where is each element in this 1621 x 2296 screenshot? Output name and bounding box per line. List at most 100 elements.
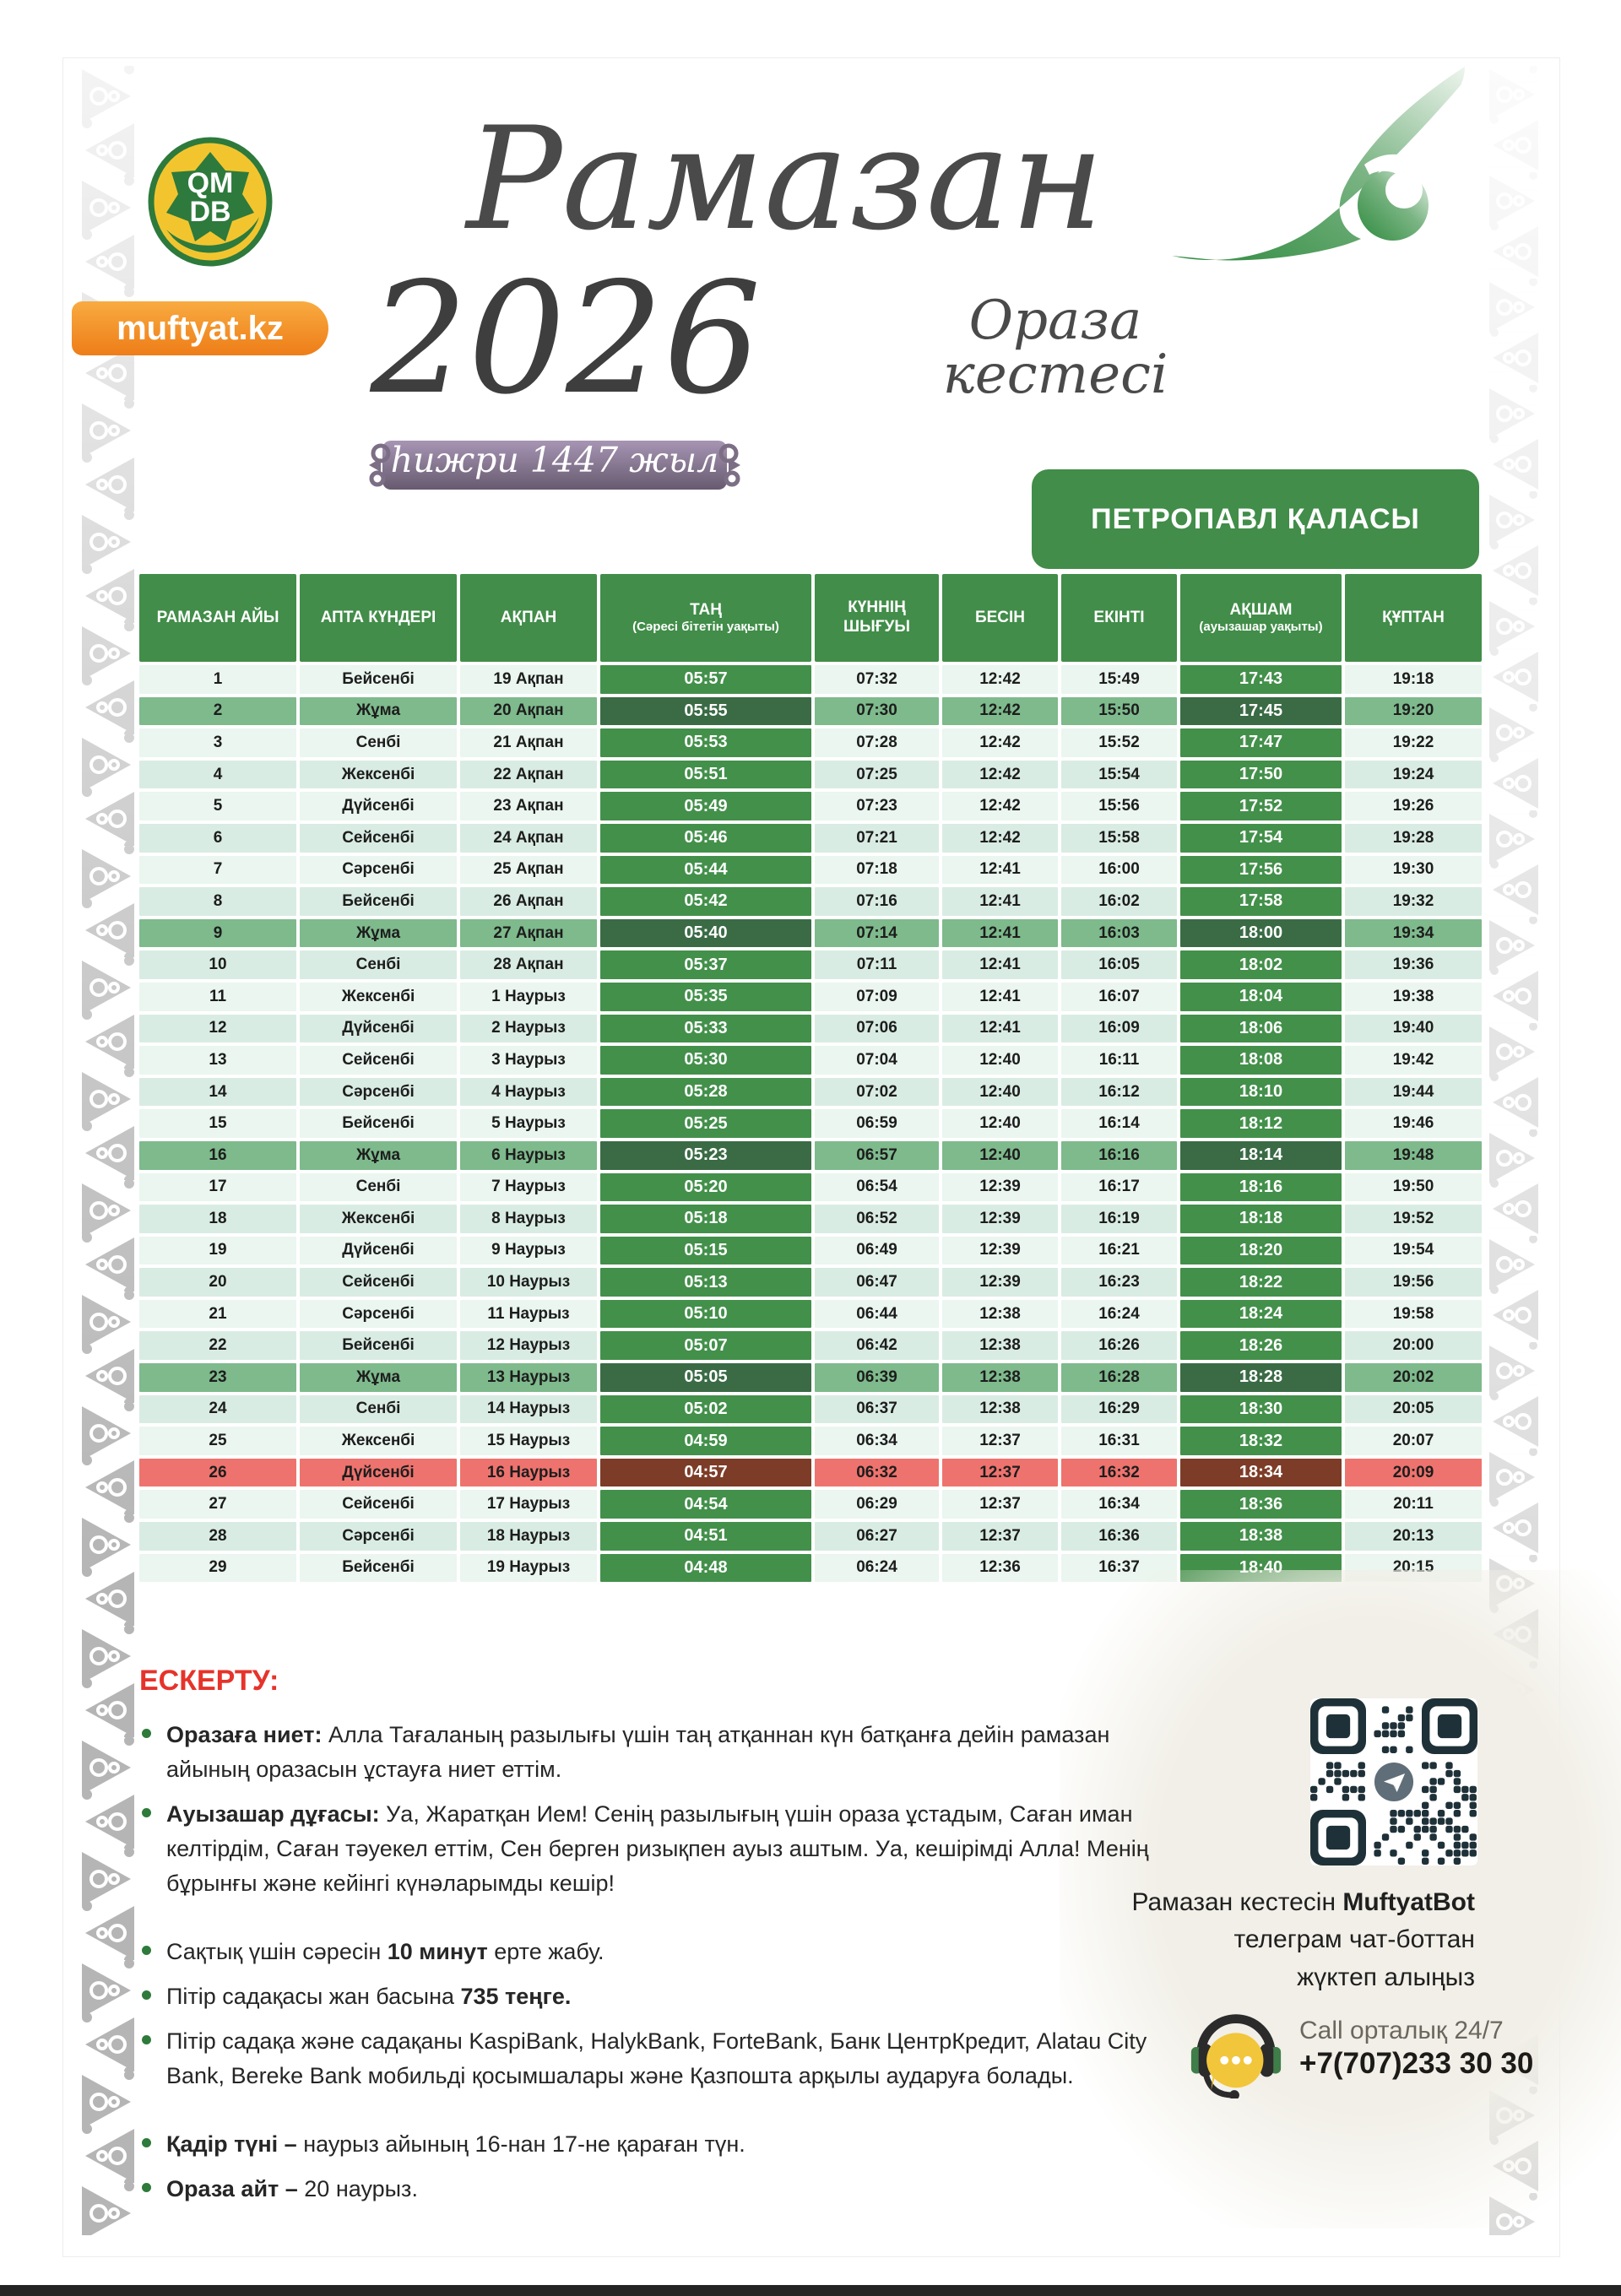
cell-besin: 12:42 [942,760,1058,789]
cell-weekday: Дүйсенбі [300,1014,457,1043]
cell-aksham: 17:56 [1180,855,1342,885]
cell-date: 25 Ақпан [460,855,597,885]
cell-quptan: 19:48 [1345,1140,1482,1170]
cell-aksham: 18:14 [1180,1140,1342,1170]
cell-besin: 12:39 [942,1172,1058,1202]
cell-tan: 05:35 [600,982,811,1011]
cell-day: 16 [139,1140,296,1170]
background-tint [1060,1570,1621,2228]
cell-quptan: 20:13 [1345,1522,1482,1551]
cell-aksham: 18:22 [1180,1268,1342,1297]
cell-day: 23 [139,1363,296,1392]
cell-quptan: 19:38 [1345,982,1482,1011]
cell-day: 15 [139,1109,296,1138]
cell-quptan: 19:36 [1345,950,1482,979]
column-header-6: ЕКІНТІ [1061,574,1177,662]
cell-date: 19 Ақпан [460,665,597,694]
cell-weekday: Сенбі [300,1172,457,1202]
cell-ekinti: 16:07 [1061,982,1177,1011]
hijri-banner: һижри 1447 жыл [369,436,740,497]
cell-date: 6 Наурыз [460,1140,597,1170]
cell-aksham: 18:30 [1180,1394,1342,1424]
cell-quptan: 19:50 [1345,1172,1482,1202]
cell-besin: 12:41 [942,982,1058,1011]
cell-ekinti: 16:09 [1061,1014,1177,1043]
cell-weekday: Сәрсенбі [300,1077,457,1107]
cell-sunrise: 06:29 [815,1490,939,1519]
cell-quptan: 20:11 [1345,1490,1482,1519]
cell-date: 15 Наурыз [460,1427,597,1455]
cell-sunrise: 06:42 [815,1331,939,1361]
cell-ekinti: 16:17 [1061,1172,1177,1202]
cell-day: 7 [139,855,296,885]
cell-quptan: 19:44 [1345,1077,1482,1107]
note-group-0: Оразаға ниет: Алла Тағаланың разылығы үш… [139,1718,1178,1901]
cell-weekday: Бейсенбі [300,1331,457,1361]
bullet-dot [142,2035,151,2045]
cell-ekinti: 16:32 [1061,1458,1177,1487]
cell-weekday: Сәрсенбі [300,1522,457,1551]
cell-day: 4 [139,760,296,789]
cell-day: 14 [139,1077,296,1107]
cell-tan: 05:15 [600,1236,811,1265]
cell-aksham: 18:16 [1180,1172,1342,1202]
note-group-1: Сақтық үшін сәресін 10 минут ерте жабу. П… [139,1935,1178,2093]
cell-aksham: 18:20 [1180,1236,1342,1265]
cell-besin: 12:41 [942,887,1058,916]
cell-date: 11 Наурыз [460,1299,597,1329]
cell-day: 27 [139,1490,296,1519]
cell-weekday: Жұма [300,1363,457,1392]
subtitle-script: Ораза кестесі [942,290,1168,406]
call-center-phone: +7(707)233 30 30 [1299,2047,1534,2080]
cell-besin: 12:39 [942,1236,1058,1265]
cell-day: 19 [139,1236,296,1265]
cell-aksham: 17:58 [1180,887,1342,916]
cell-day: 12 [139,1014,296,1043]
cell-aksham: 18:00 [1180,918,1342,948]
cell-day: 18 [139,1205,296,1233]
cell-aksham: 18:18 [1180,1205,1342,1233]
notes-heading: ЕСКЕРТУ: [139,1665,279,1697]
note-item: Оразаға ниет: Алла Тағаланың разылығы үш… [139,1718,1163,1787]
cell-weekday: Сейсенбі [300,1046,457,1075]
cell-weekday: Бейсенбі [300,887,457,916]
column-header-4: КҮННІҢ ШЫҒУЫ [815,574,939,662]
cell-ekinti: 16:23 [1061,1268,1177,1297]
cell-aksham: 18:24 [1180,1299,1342,1329]
cell-aksham: 17:50 [1180,760,1342,789]
cell-date: 20 Ақпан [460,696,597,726]
cell-weekday: Жексенбі [300,982,457,1011]
cell-sunrise: 07:32 [815,665,939,694]
cell-date: 1 Наурыз [460,982,597,1011]
cell-sunrise: 06:24 [815,1553,939,1583]
cell-ekinti: 16:05 [1061,950,1177,979]
cell-date: 27 Ақпан [460,918,597,948]
cell-quptan: 19:32 [1345,887,1482,916]
cell-sunrise: 07:06 [815,1014,939,1043]
cell-besin: 12:41 [942,855,1058,885]
cell-aksham: 18:06 [1180,1014,1342,1043]
note-item: Ораза айт – 20 наурыз. [139,2172,1163,2207]
note-item: Ауызашар дұғасы: Уа, Жаратқан Ием! Сенің… [139,1797,1163,1901]
cell-weekday: Сәрсенбі [300,855,457,885]
bullet-dot [142,2183,151,2193]
cell-quptan: 20:02 [1345,1363,1482,1392]
cell-sunrise: 07:02 [815,1077,939,1107]
cell-ekinti: 16:03 [1061,918,1177,948]
timetable: РАМАЗАН АЙЫ АПТА КҮНДЕРІ АҚПАН ТАҢ (Сәресі б… [139,574,1482,1583]
bottom-bar [0,2285,1621,2296]
cell-date: 10 Наурыз [460,1268,597,1297]
note-item: Пітір садақа және садақаны KaspiBank, Ha… [139,2024,1163,2093]
cell-tan: 05:40 [600,918,811,948]
cell-ekinti: 16:16 [1061,1140,1177,1170]
cell-sunrise: 07:04 [815,1046,939,1075]
cell-tan: 05:02 [600,1394,811,1424]
city-box: ПЕТРОПАВЛ ҚАЛАСЫ [1032,469,1479,569]
cell-tan: 05:13 [600,1268,811,1297]
cell-aksham: 18:32 [1180,1427,1342,1455]
cell-day: 1 [139,665,296,694]
cell-ekinti: 16:00 [1061,855,1177,885]
title-script: Рамазан [466,96,1104,262]
cell-ekinti: 16:28 [1061,1363,1177,1392]
cell-besin: 12:37 [942,1522,1058,1551]
